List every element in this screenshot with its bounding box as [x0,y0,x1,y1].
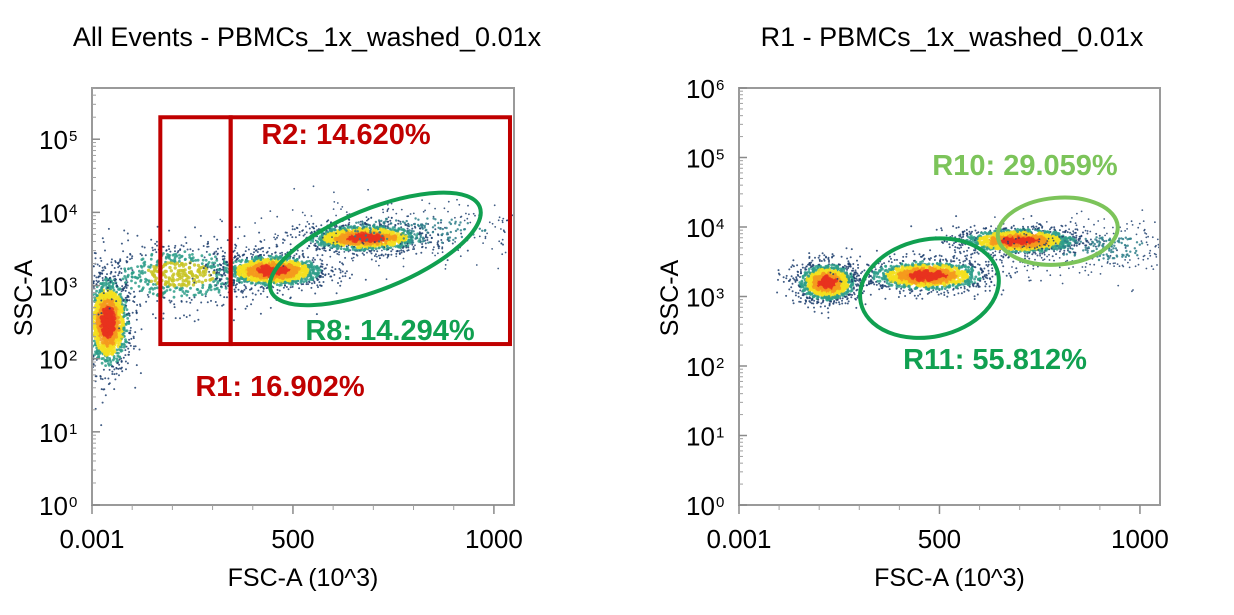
x-tick-label: 500 [271,524,314,554]
y-axis-label: SSC-A [10,259,38,336]
y-tick-exponent: 6 [716,77,724,94]
x-tick-label: 0.001 [706,524,771,554]
gate-label-r1: R1: 16.902% [195,371,364,403]
event-points [776,209,1160,319]
gate-r11[interactable] [851,226,1008,350]
gate-label-r11: R11: 55.812% [903,344,1087,376]
x-axis-label: FSC-A (10^3) [228,564,379,592]
y-tick-label: 10 [39,198,68,228]
gate-r2[interactable] [228,115,512,347]
population-1 [92,237,148,427]
population-4 [945,209,1160,293]
gate-r10[interactable] [995,193,1121,270]
y-tick-label: 10 [686,74,715,104]
y-tick-label: 10 [686,283,715,313]
population-2 [829,238,1035,300]
x-tick-label: 0.001 [59,524,124,554]
y-tick-exponent: 1 [69,421,77,438]
y-tick-exponent: 4 [716,216,724,233]
chart-title: All Events - PBMCs_1x_washed_0.01x [73,22,542,52]
x-axis: 0.001 500 1000 [59,505,523,554]
y-tick-exponent: 3 [716,286,724,303]
y-tick-label: 10 [686,491,715,521]
x-tick-label: 500 [918,524,961,554]
gate-label-r2: R2: 14.620% [261,119,430,151]
y-axis-label: SSC-A [656,259,684,336]
y-tick-label: 10 [39,345,68,375]
gate-r1[interactable] [158,115,233,347]
y-tick-exponent: 4 [69,201,77,218]
x-axis-label: FSC-A (10^3) [874,564,1025,592]
chart-title: R1 - PBMCs_1x_washed_0.01x [761,22,1144,52]
y-tick-exponent: 5 [69,128,77,145]
y-tick-exponent: 0 [69,494,77,511]
gates: R10: 29.059% R11: 55.812% [851,150,1121,376]
y-tick-label: 10 [686,352,715,382]
y-tick-label: 10 [39,491,68,521]
gate-r8[interactable] [256,169,495,328]
y-tick-label: 10 [39,272,68,302]
y-tick-exponent: 2 [69,348,77,365]
gate-label-r10: R10: 29.059% [932,150,1118,182]
y-tick-label: 10 [686,422,715,452]
y-tick-label: 10 [39,418,68,448]
x-tick-label: 1000 [465,524,523,554]
gates: R1: 16.902% R2: 14.620% R8: 14.294% [158,115,512,403]
x-tick-label: 1000 [1111,524,1169,554]
x-axis: 0.001 500 1000 [706,505,1169,554]
y-tick-label: 10 [686,144,715,174]
event-points [92,185,514,427]
y-tick-exponent: 1 [716,425,724,442]
y-tick-exponent: 3 [69,275,77,292]
gate-label-r8: R8: 14.294% [305,315,474,347]
population-3 [176,238,367,300]
y-tick-exponent: 5 [716,147,724,164]
y-tick-exponent: 2 [716,355,724,372]
y-tick-label: 10 [39,125,68,155]
y-tick-label: 10 [686,213,715,243]
population-1 [776,247,886,319]
y-tick-exponent: 0 [716,494,724,511]
